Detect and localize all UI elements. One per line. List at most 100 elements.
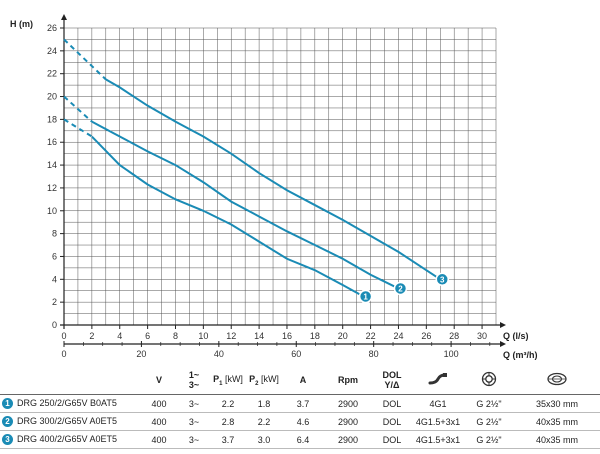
p1-header-sub: 1 [219,380,223,387]
x-tick-label: 8 [173,331,178,341]
series-3-marker-label: 3 [440,275,445,284]
x-tick-label: 14 [254,331,264,341]
specs-table: V 1~ 3~ P1 [kW] P2 [kW] A Rpm DOL Y/Δ [0,366,600,449]
series-3-line [105,78,441,281]
series-1-marker [358,289,373,304]
p1-header-symbol: P [213,373,220,384]
row-number-badge: 1 [2,398,13,410]
model-name: DRG 250/2/G65V B0AT5 [17,397,117,408]
x2-axis-arrow [500,341,506,347]
series-1-dashed-segment [63,118,93,138]
model-cell: 1 DRG 250/2/G65V B0AT5 [0,394,140,413]
y-tick-label: 10 [47,206,57,216]
y-tick-label: 2 [52,297,57,307]
series-3-dashed-segment [63,38,107,81]
p2-cell: 1.8 [246,394,282,413]
phase-cell: 3~ [178,394,210,413]
voltage-cell: 400 [140,412,178,431]
x2-tick-label: 40 [214,349,224,359]
amps-header: A [282,366,324,395]
p1-cell: 2.2 [210,394,246,413]
voltage-cell: 400 [140,394,178,413]
p2-header: P2 [kW] [246,366,282,395]
phase-cell: 3~ [178,412,210,431]
cable-header [412,366,464,395]
series-1-line [91,135,365,298]
model-cell: 3 DRG 400/2/G65V A0ET5 [0,430,140,449]
y-tick-label: 26 [47,23,57,33]
solids-passage-icon [547,372,567,386]
passage-cell: 35x30 mm [514,394,600,413]
y-tick-label: 14 [47,160,57,170]
y-tick-label: 12 [47,183,57,193]
series-2-marker [393,281,408,296]
phase-header: 1~ 3~ [178,366,210,395]
p2-header-unit: [kW] [260,373,279,384]
start-header: DOL Y/Δ [372,366,412,395]
x-tick-label: 22 [366,331,376,341]
y-tick-label: 16 [47,137,57,147]
x-tick-label: 6 [145,331,150,341]
series-2-line [91,120,399,290]
x-tick-label: 2 [89,331,94,341]
series-2-dashed-segment [63,95,93,123]
x-tick-label: 24 [393,331,403,341]
discharge-outlet-icon [481,371,497,387]
x-tick-label: 16 [282,331,292,341]
phase-header-top: 1~ [188,370,200,380]
outlet-cell: G 2½" [464,394,514,413]
model-cell: 2 DRG 300/2/G65V A0ET5 [0,412,140,431]
start-cell: DOL [372,430,412,449]
x-tick-label: 4 [117,331,122,341]
p2-cell: 2.2 [246,412,282,431]
cable-icon [428,373,447,385]
chart-curves: 1 2 3 [63,38,450,304]
y-axis-arrow [61,14,67,20]
table-row: 3 DRG 400/2/G65V A0ET5 400 3~ 3.7 3.0 6.4 2900 D… [0,430,600,449]
rpm-cell: 2900 [324,394,372,413]
x-tick-label: 30 [477,331,487,341]
amps-cell: 4.6 [282,412,324,431]
x-tick-label: 20 [338,331,348,341]
cable-cell: 4G1.5+3x1 [412,412,464,431]
p2-header-sub: 2 [255,380,259,387]
y-tick-label: 24 [47,46,57,56]
p1-cell: 2.8 [210,412,246,431]
passage-cell: 40x35 mm [514,430,600,449]
amps-cell: 6.4 [282,430,324,449]
model-header [0,366,140,395]
x2-axis-title: Q (m³/h) [503,350,538,360]
specs-header-row: V 1~ 3~ P1 [kW] P2 [kW] A Rpm DOL Y/Δ [0,366,600,395]
table-row: 1 DRG 250/2/G65V B0AT5 400 3~ 2.2 1.8 3.7 2900 D… [0,394,600,413]
rpm-cell: 2900 [324,430,372,449]
x2-tick-label: 20 [136,349,146,359]
p2-header-symbol: P [249,373,256,384]
y-tick-label: 20 [47,92,57,102]
series-3-marker [435,272,450,287]
model-name: DRG 400/2/G65V A0ET5 [17,433,118,444]
x2-tick-label: 100 [444,349,459,359]
cable-cell: 4G1 [412,394,464,413]
x-axis-title: Q (l/s) [503,331,529,341]
amps-cell: 3.7 [282,394,324,413]
table-row: 2 DRG 300/2/G65V A0ET5 400 3~ 2.8 2.2 4.6 2900 D… [0,412,600,431]
x2-tick-label: 80 [369,349,379,359]
x-tick-label: 26 [421,331,431,341]
y-tick-label: 22 [47,69,57,79]
outlet-header [464,366,514,395]
specs-body: 1 DRG 250/2/G65V B0AT5 400 3~ 2.2 1.8 3.7 2900 D… [0,394,600,449]
p1-cell: 3.7 [210,430,246,449]
x-tick-label: 10 [198,331,208,341]
series-1-marker-label: 1 [363,292,368,301]
y-tick-label: 6 [52,251,57,261]
y-axis-title: H (m) [10,19,33,29]
phase-header-bottom: 3~ [188,380,200,390]
voltage-header: V [140,366,178,395]
voltage-cell: 400 [140,430,178,449]
passage-header [514,366,600,395]
x-tick-label: 28 [449,331,459,341]
start-cell: DOL [372,394,412,413]
model-name: DRG 300/2/G65V A0ET5 [17,415,118,426]
